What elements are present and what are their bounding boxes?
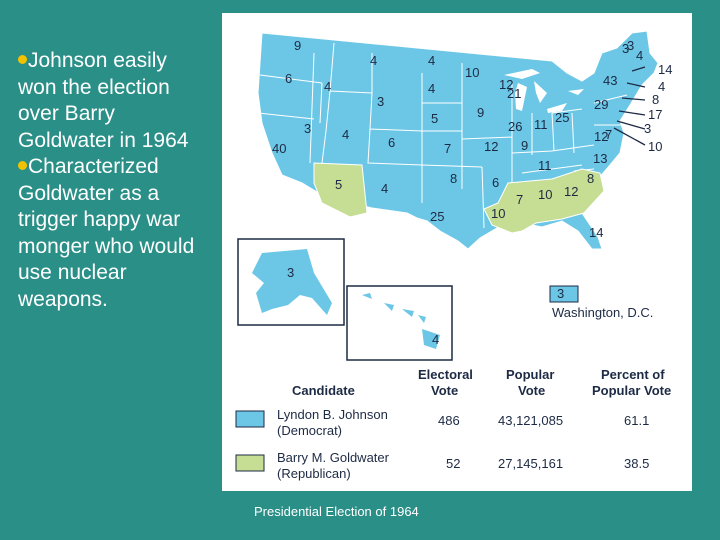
ev-label: 21	[507, 86, 521, 101]
ev-label: 11	[538, 158, 552, 173]
ev-label: 7	[516, 192, 523, 207]
map-caption: Presidential Election of 1964	[254, 504, 419, 519]
ev-label: 9	[477, 105, 484, 120]
ev-label: 3	[377, 94, 384, 109]
ev-label: 4	[324, 79, 331, 94]
ev-label: 6	[388, 135, 395, 150]
bullet-text: Characterized Goldwater as a trigger hap…	[18, 155, 195, 311]
ev-label: 3	[622, 41, 629, 56]
ev-label: 4	[428, 53, 435, 68]
electoral-vote-labels: 9 4 4 4 6 4 3 10 12 21 3 43 14 4 8 17 3 …	[272, 38, 672, 347]
ev-label: 43	[603, 73, 617, 88]
johnson-electoral: 486	[438, 413, 460, 428]
ev-label: 12	[564, 184, 578, 199]
arizona-shape	[313, 162, 368, 218]
ev-label: 8	[652, 92, 659, 107]
ev-label: 4	[432, 332, 439, 347]
election-map-panel: 9 4 4 4 6 4 3 10 12 21 3 43 14 4 8 17 3 …	[222, 13, 692, 491]
ev-label: 12	[484, 139, 498, 154]
great-lakes-shape	[504, 69, 584, 113]
ev-label: 29	[594, 97, 608, 112]
northeast-leader-lines	[613, 66, 646, 146]
legend-header-electoral-line2: Vote	[431, 383, 458, 398]
ev-label: 8	[587, 171, 594, 186]
ev-label: 25	[555, 110, 569, 125]
bullet-dot-icon	[18, 54, 27, 64]
ev-label: 7	[444, 141, 451, 156]
ev-label: 26	[508, 119, 522, 134]
ev-label: 3	[644, 121, 651, 136]
ev-label: 5	[335, 177, 342, 192]
ev-label: 9	[294, 38, 301, 53]
bullet-text: Johnson easily won the election over Bar…	[18, 49, 189, 152]
ev-label: 6	[285, 71, 292, 86]
ev-label: 5	[431, 111, 438, 126]
goldwater-party: (Republican)	[277, 466, 351, 481]
legend-header-popular: Popular	[506, 367, 554, 382]
ev-label: 12	[499, 77, 513, 92]
johnson-swatch	[235, 410, 265, 428]
ev-label: 6	[492, 175, 499, 190]
bullet-dot-icon	[18, 160, 27, 170]
johnson-name: Lyndon B. Johnson	[277, 407, 388, 422]
ev-label: 10	[538, 187, 552, 202]
ev-label: 25	[430, 209, 444, 224]
dc-value: 3	[557, 286, 564, 301]
goldwater-name: Barry M. Goldwater	[277, 450, 390, 465]
ev-label: 12	[594, 129, 608, 144]
ev-label: 3	[627, 38, 634, 53]
bullet-item-2: Characterized Goldwater as a trigger hap…	[18, 154, 208, 313]
ev-label: 40	[272, 141, 286, 156]
ev-label: 3	[287, 265, 294, 280]
ev-label: 4	[381, 181, 388, 196]
alaska-inset-frame	[237, 238, 345, 326]
ev-label: 8	[450, 171, 457, 186]
ev-label: 17	[648, 107, 662, 122]
legend-header-percent: Percent of	[601, 367, 665, 382]
goldwater-electoral: 52	[446, 456, 460, 471]
ev-label: 4	[342, 127, 349, 142]
dc-label: Washington, D.C.	[552, 305, 653, 320]
legend-table: Candidate Electoral Vote Popular Vote Pe…	[235, 367, 671, 481]
ev-label: 4	[658, 79, 665, 94]
ev-label: 10	[648, 139, 662, 154]
bullet-item-1: Johnson easily won the election over Bar…	[18, 48, 208, 154]
johnson-party: (Democrat)	[277, 423, 342, 438]
deep-south-shape	[483, 168, 605, 234]
goldwater-popular: 27,145,161	[498, 456, 563, 471]
alaska-shape	[252, 249, 332, 315]
legend-header-popular-line2: Vote	[518, 383, 545, 398]
ev-label: 7	[605, 127, 612, 142]
ev-label: 14	[589, 225, 603, 240]
legend-header-candidate: Candidate	[292, 383, 355, 398]
goldwater-swatch	[235, 454, 265, 472]
bullet-list: Johnson easily won the election over Bar…	[18, 48, 208, 313]
ev-label: 4	[636, 48, 643, 63]
goldwater-percent: 38.5	[624, 456, 649, 471]
dc-box	[549, 285, 579, 303]
ev-label: 11	[534, 117, 548, 132]
ev-label: 10	[465, 65, 479, 80]
johnson-percent: 61.1	[624, 413, 649, 428]
legend-header-percent-line2: Popular Vote	[592, 383, 671, 398]
ev-label: 14	[658, 62, 672, 77]
ev-label: 9	[521, 138, 528, 153]
hawaii-inset-frame	[346, 285, 453, 361]
hawaii-shape	[362, 293, 440, 349]
ev-label: 3	[304, 121, 311, 136]
ev-label: 4	[428, 81, 435, 96]
ev-label: 10	[491, 206, 505, 221]
legend-header-electoral: Electoral	[418, 367, 473, 382]
johnson-popular: 43,121,085	[498, 413, 563, 428]
election-map: 9 4 4 4 6 4 3 10 12 21 3 43 14 4 8 17 3 …	[235, 30, 672, 481]
ev-label: 13	[593, 151, 607, 166]
ev-label: 4	[370, 53, 377, 68]
